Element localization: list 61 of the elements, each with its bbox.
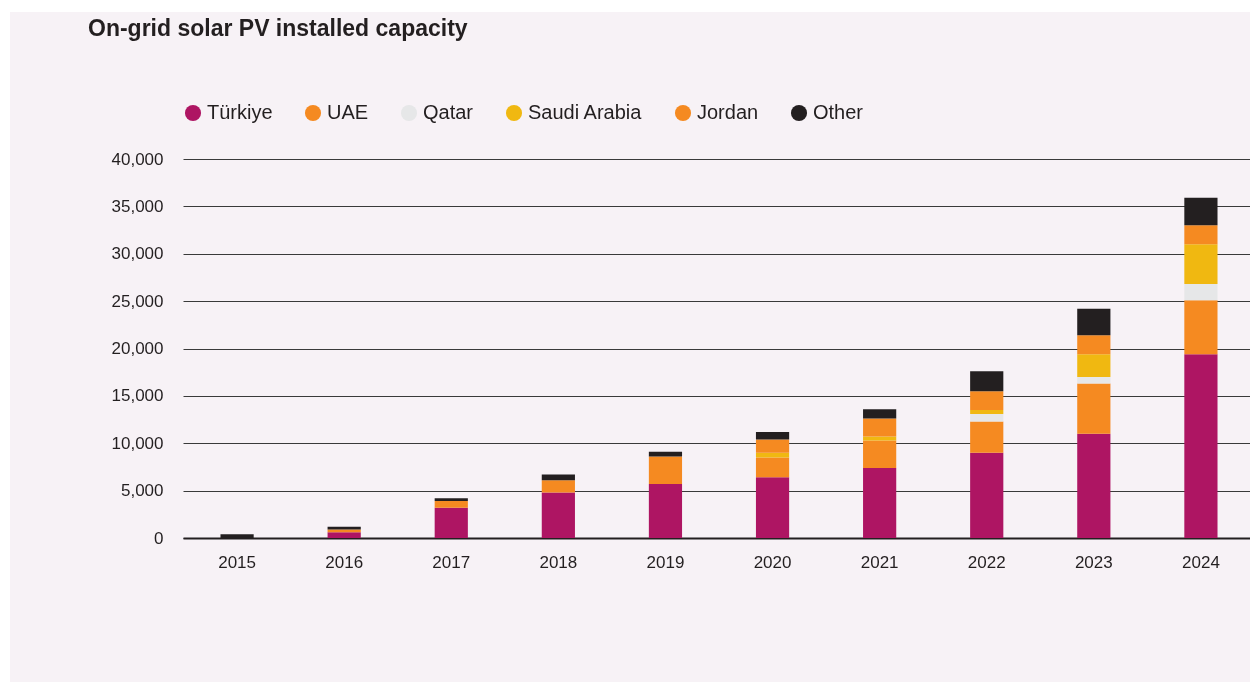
bar [648,483,683,538]
bar [434,498,468,502]
bar [755,457,790,478]
bar [1184,197,1218,226]
y-tick-label: 30,000 [111,244,164,264]
bar [970,413,1004,422]
legend-label: UAE [327,101,369,123]
bar [970,452,1004,538]
bar [1184,225,1218,245]
bar [541,480,575,493]
legend-label: Saudi Arabia [528,101,643,123]
bar [648,456,683,484]
bar [970,391,1004,411]
bar [863,418,897,437]
y-tick-label: 20,000 [111,339,164,358]
x-tick-label: 2018 [539,552,578,572]
legend-label: Jordan [697,101,759,123]
x-tick-label: 2016 [325,552,364,572]
bar [1077,308,1111,336]
bar [755,477,790,538]
legend-label: Qatar [423,101,474,123]
bar [1077,433,1111,538]
bar [1077,335,1111,355]
x-tick-label: 2024 [1182,552,1220,572]
bar [755,439,790,453]
y-tick-label: 25,000 [111,291,164,311]
bar [1077,354,1111,377]
bar [1184,354,1218,538]
bar [970,371,1004,392]
y-tick-label: 15,000 [111,386,164,406]
y-tick-label: 0 [154,528,164,548]
legend-label: Türkiye [207,101,273,123]
bar [434,501,468,508]
y-tick-label: 35,000 [111,196,164,216]
x-tick-label: 2015 [218,552,256,572]
chart-title: On-grid solar PV installed capacity [88,15,468,41]
x-tick-label: 2019 [646,552,685,572]
bar [434,507,468,538]
legend-label: Other [813,101,864,123]
bar [327,532,361,538]
bar [1184,300,1218,355]
x-tick-label: 2021 [860,552,899,572]
bar [1077,376,1111,384]
bar [863,467,897,538]
bar [648,451,683,457]
x-tick-label: 2023 [1074,552,1113,572]
bar [970,410,1004,414]
bar [1077,383,1111,434]
y-tick-label: 5,000 [120,481,164,501]
bar [863,440,897,468]
bar [541,492,575,538]
y-tick-label: 40,000 [111,149,164,169]
x-tick-label: 2020 [753,552,792,572]
bar [755,431,790,440]
x-tick-label: 2022 [967,552,1006,572]
y-tick-label: 10,000 [111,433,164,453]
bar [863,409,897,419]
bar [1184,284,1218,301]
bar [1184,244,1218,285]
x-tick-label: 2017 [432,552,471,572]
bar [970,421,1004,453]
